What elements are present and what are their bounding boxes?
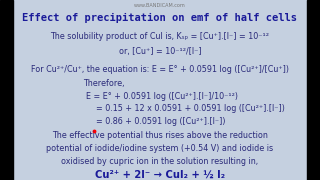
Text: = 0.86 + 0.0591 log ([Cu²⁺].[I⁻]): = 0.86 + 0.0591 log ([Cu²⁺].[I⁻]) — [96, 117, 226, 126]
Text: = 0.15 + 12 x 0.0591 + 0.0591 log ([Cu²⁺].[I⁻]): = 0.15 + 12 x 0.0591 + 0.0591 log ([Cu²⁺… — [96, 104, 285, 113]
Bar — [0, 0, 13, 180]
Text: Therefore,: Therefore, — [83, 79, 125, 88]
Text: or, [Cu⁺] = 10⁻¹²/[I⁻]: or, [Cu⁺] = 10⁻¹²/[I⁻] — [119, 47, 201, 56]
Text: Effect of precipitation on emf of half cells: Effect of precipitation on emf of half c… — [22, 13, 298, 23]
Text: E = E° + 0.0591 log ([Cu²⁺].[I⁻]/10⁻¹²): E = E° + 0.0591 log ([Cu²⁺].[I⁻]/10⁻¹²) — [86, 92, 238, 101]
Text: For Cu²⁺/Cu⁺, the equation is: E = E° + 0.0591 log ([Cu²⁺]/[Cu⁺]): For Cu²⁺/Cu⁺, the equation is: E = E° + … — [31, 65, 289, 74]
Text: The effective potential thus rises above the reduction: The effective potential thus rises above… — [52, 131, 268, 140]
Text: www.BANDICAM.com: www.BANDICAM.com — [134, 3, 186, 8]
Bar — [307, 0, 320, 180]
Text: The solubility product of CuI is, Kₛₚ = [Cu⁺].[I⁻] = 10⁻¹²: The solubility product of CuI is, Kₛₚ = … — [51, 32, 269, 41]
Text: oxidised by cupric ion in the solution resulting in,: oxidised by cupric ion in the solution r… — [61, 157, 259, 166]
Text: Cu²⁺ + 2I⁻ → CuI₂ + ½ I₂: Cu²⁺ + 2I⁻ → CuI₂ + ½ I₂ — [95, 170, 225, 180]
Text: potential of iodide/iodine system (+0.54 V) and iodide is: potential of iodide/iodine system (+0.54… — [46, 144, 274, 153]
